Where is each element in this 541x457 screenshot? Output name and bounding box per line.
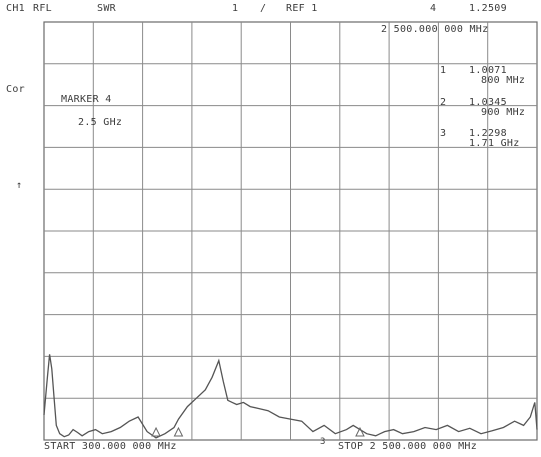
swr-trace-line <box>43 354 538 439</box>
marker-3-id: 3 <box>440 128 447 139</box>
scale-label: 1 <box>232 3 239 14</box>
reference-label: REF 1 <box>286 3 318 14</box>
marker-1-frequency: 800 MHz <box>481 75 526 86</box>
marker-triangle-icon <box>355 426 365 437</box>
marker-triangle-icon <box>173 426 184 437</box>
marker-2-id: 2 <box>440 97 447 108</box>
start-frequency: START 300.000 000 MHz <box>44 441 177 452</box>
footer-marker-3-tag: 3 <box>320 437 326 447</box>
marker-triangle-icon <box>151 426 161 437</box>
reference-arrow-icon: ↑ <box>16 180 23 191</box>
channel-label: CH1 <box>6 3 25 14</box>
marker-2-value: 1.0345 <box>469 97 507 108</box>
format-label: SWR <box>97 3 116 14</box>
correction-label: Cor <box>6 84 25 95</box>
marker-3-frequency: 1.71 GHz <box>469 138 520 149</box>
active-marker-value: 2.5 GHz <box>78 117 123 128</box>
mode-label: RFL <box>33 3 52 14</box>
scale-divider: / <box>260 3 267 14</box>
marker-4-value: 1.2509 <box>469 3 507 14</box>
marker-1-value: 1.0071 <box>469 65 507 76</box>
marker-3-value: 1.2298 <box>469 128 507 139</box>
marker-4-id: 4 <box>430 3 437 14</box>
marker-4-frequency: 2 500.000 000 MHz <box>381 24 489 35</box>
active-marker-label: MARKER 4 <box>61 94 112 105</box>
marker-1-id: 1 <box>440 65 447 76</box>
marker-2-frequency: 900 MHz <box>481 107 526 118</box>
stop-frequency: STOP 2 500.000 000 MHz <box>338 441 478 452</box>
